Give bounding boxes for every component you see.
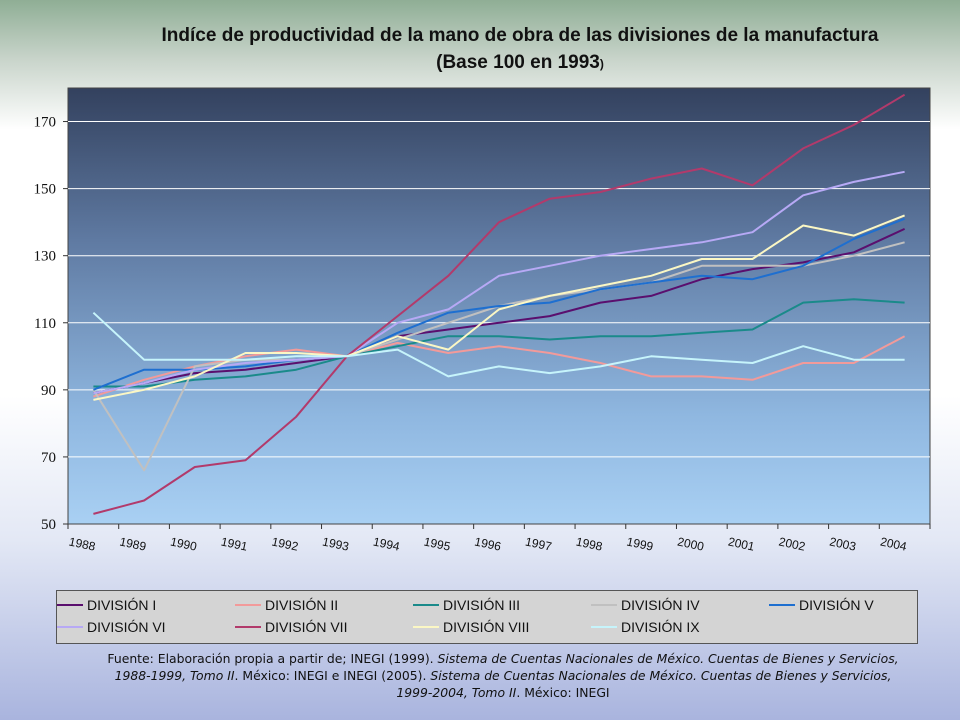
source-text-1: Fuente: Elaboración propia a partir de; … bbox=[107, 651, 438, 666]
legend-label: DIVISIÓN IV bbox=[621, 597, 700, 613]
series-line-1 bbox=[93, 227, 906, 395]
x-tick-label: 2002 bbox=[778, 534, 807, 553]
y-tick-label: 170 bbox=[34, 115, 57, 131]
legend-label: DIVISIÓN II bbox=[265, 597, 339, 613]
legend-label: DIVISIÓN IX bbox=[621, 619, 700, 635]
legend-label: DIVISIÓN I bbox=[87, 597, 157, 613]
x-tick-label: 1993 bbox=[321, 534, 350, 553]
legend-item: DIVISIÓN VI bbox=[57, 617, 166, 637]
legend-swatch bbox=[769, 604, 795, 606]
x-tick-label: 1988 bbox=[68, 534, 97, 553]
chart-title: Indíce de productividad de la mano de ob… bbox=[150, 22, 890, 78]
legend-swatch bbox=[235, 626, 261, 628]
source-text-3: . México: INEGI bbox=[516, 685, 610, 700]
source-title-1: Sistema de Cuentas Nacionales de México.… bbox=[114, 651, 899, 683]
y-tick-label: 50 bbox=[41, 517, 56, 533]
source-text-2: . México: INEGI e INEGI (2005). bbox=[234, 668, 431, 683]
y-tick-label: 110 bbox=[34, 316, 56, 332]
chart-legend: DIVISIÓN I DIVISIÓN II DIVISIÓN III DIVISIÓ… bbox=[56, 590, 918, 644]
series-lines bbox=[92, 93, 906, 515]
source-title-2: Sistema de Cuentas Nacionales de México.… bbox=[396, 668, 892, 700]
legend-item: DIVISIÓN IX bbox=[591, 617, 700, 637]
legend-swatch bbox=[591, 626, 617, 628]
legend-item: DIVISIÓN III bbox=[413, 595, 520, 615]
series-line-6 bbox=[93, 170, 905, 395]
x-tick-label: 1994 bbox=[372, 534, 401, 553]
y-tick-label: 70 bbox=[41, 450, 56, 466]
x-tick-label: 1995 bbox=[423, 534, 452, 553]
series-line-7 bbox=[93, 93, 906, 515]
legend-item: DIVISIÓN I bbox=[57, 595, 156, 615]
chart-title-paren: ) bbox=[599, 57, 604, 71]
x-tick-label: 1989 bbox=[118, 534, 147, 553]
legend-label: DIVISIÓN III bbox=[443, 597, 521, 613]
x-axis-ticks: 1988 1989 1990 1991 1992 1993 1994 1995 1996 1997… bbox=[67, 524, 931, 554]
series-line-5 bbox=[93, 217, 905, 391]
source-note: Fuente: Elaboración propia a partir de; … bbox=[98, 650, 908, 701]
legend-swatch bbox=[57, 626, 83, 628]
x-tick-label: 2001 bbox=[727, 534, 756, 553]
x-tick-label: 2003 bbox=[828, 534, 857, 553]
x-tick-label: 1999 bbox=[625, 534, 654, 553]
legend-swatch bbox=[413, 604, 439, 606]
legend-item: DIVISIÓN IV bbox=[591, 595, 700, 615]
legend-swatch bbox=[57, 604, 83, 606]
legend-item: DIVISIÓN VII bbox=[235, 617, 347, 637]
series-line-9 bbox=[92, 311, 905, 378]
x-tick-label: 1996 bbox=[473, 534, 502, 553]
legend-item: DIVISIÓN VIII bbox=[413, 617, 529, 637]
legend-item: DIVISIÓN V bbox=[769, 595, 874, 615]
legend-swatch bbox=[413, 626, 439, 628]
x-tick-label: 1998 bbox=[575, 534, 604, 553]
series-line-8 bbox=[93, 214, 905, 401]
x-tick-label: 1990 bbox=[169, 534, 198, 553]
legend-item: DIVISIÓN II bbox=[235, 595, 338, 615]
x-tick-label: 1997 bbox=[524, 534, 553, 553]
x-tick-label: 1991 bbox=[220, 534, 249, 553]
legend-label: DIVISIÓN V bbox=[799, 597, 874, 613]
x-tick-label: 2000 bbox=[676, 534, 705, 553]
legend-label: DIVISIÓN VIII bbox=[443, 619, 530, 635]
legend-swatch bbox=[235, 604, 261, 606]
y-tick-label: 130 bbox=[34, 249, 57, 265]
y-tick-label: 90 bbox=[41, 383, 56, 399]
legend-label: DIVISIÓN VII bbox=[265, 619, 348, 635]
series-line-3 bbox=[93, 298, 905, 388]
x-tick-label: 1992 bbox=[270, 534, 299, 553]
y-axis-ticks: 50 70 90 110 130 150 170 bbox=[34, 115, 68, 533]
x-tick-label: 2004 bbox=[879, 534, 908, 553]
chart-title-main: Indíce de productividad de la mano de ob… bbox=[161, 25, 879, 73]
legend-swatch bbox=[591, 604, 617, 606]
gridlines bbox=[68, 121, 930, 458]
y-tick-label: 150 bbox=[34, 182, 57, 198]
legend-label: DIVISIÓN VI bbox=[87, 619, 166, 635]
